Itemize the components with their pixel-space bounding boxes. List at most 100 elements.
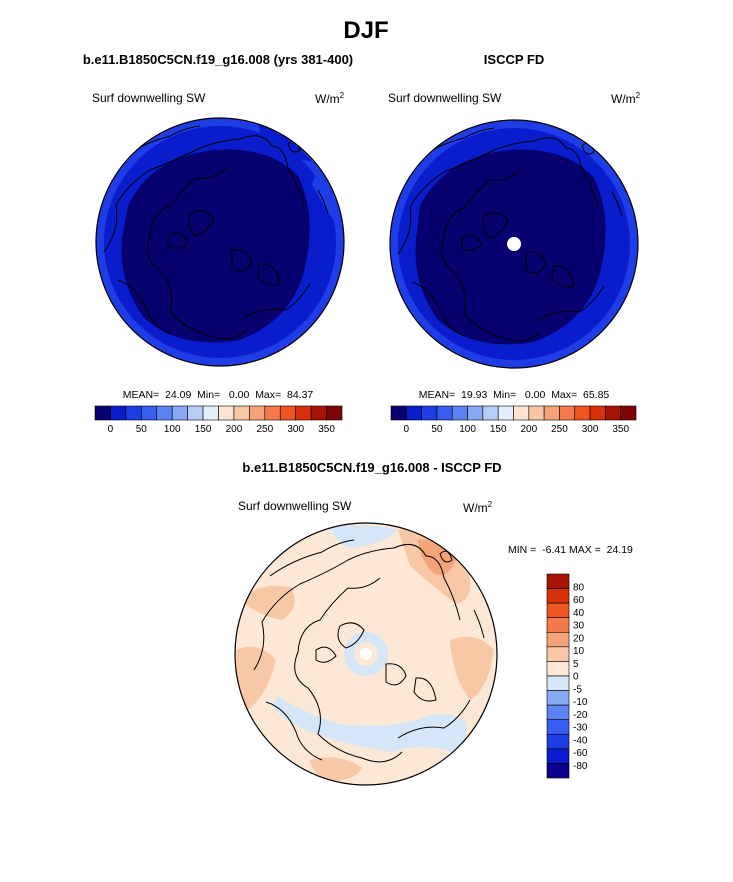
diff-colorbar-box [546, 588, 570, 604]
obs-missing-pole [507, 237, 521, 251]
diff-colorbar-box [546, 748, 570, 764]
model-fill-patch-top [258, 124, 312, 162]
model-colorbar-label: 250 [256, 424, 273, 435]
diff-colorbar-label: -40 [573, 735, 588, 746]
panel-diff-map [235, 523, 497, 785]
diff-colorbar-label: 0 [573, 672, 579, 683]
diff-colorbar-label: 5 [573, 659, 579, 670]
obs-colorbar-box [528, 405, 545, 421]
diff-colorbar-box [546, 690, 570, 706]
obs-colorbar-label: 0 [404, 424, 410, 435]
obs-colorbar-box [421, 405, 438, 421]
diff-colorbar-label: 20 [573, 633, 585, 644]
model-colorbar-box [295, 405, 312, 421]
obs-colorbar-box [497, 405, 514, 421]
model-colorbar-label: 150 [195, 424, 212, 435]
diff-colorbar-box [546, 602, 570, 619]
diff-colorbar-label: 40 [573, 608, 585, 619]
panel-model-units: W/m2 [315, 91, 345, 106]
diff-colorbar-label: -5 [573, 684, 582, 695]
panel-obs-map [390, 120, 638, 368]
figure-title: DJF [343, 17, 388, 44]
diff-colorbar-box [546, 763, 570, 779]
model-colorbar-box [156, 405, 173, 421]
panel-diff-title: b.e11.B1850C5CN.f19_g16.008 - ISCCP FD [242, 460, 501, 475]
diff-fill-patch-ne-strong [418, 539, 456, 576]
diff-colorbar-label: 10 [573, 646, 585, 657]
model-fill-interior [121, 149, 310, 343]
model-map-border [95, 117, 345, 367]
diff-colorbar-box [546, 733, 570, 750]
obs-colorbar-box [390, 405, 407, 421]
diff-colorbar-box [546, 646, 570, 662]
diff-coastlines [253, 539, 485, 763]
diff-fill-patch-s [310, 757, 362, 782]
model-colorbar-box [110, 405, 127, 421]
model-stats: MEAN= 24.09 Min= 0.00 Max= 84.37 [123, 389, 314, 401]
model-colorbar-label: 0 [108, 424, 114, 435]
obs-map-border [389, 119, 639, 369]
model-colorbar-box [171, 405, 188, 421]
panel-diff-variable-label: Surf downwelling SW [238, 499, 352, 513]
obs-colorbar-box [513, 405, 530, 421]
panel-model-map [96, 118, 344, 366]
obs-colorbar-box [605, 405, 621, 421]
diff-colorbar-label: -60 [573, 748, 588, 759]
panel-obs: ISCCP FD Surf downwelling SW W/m2 [388, 52, 641, 435]
panel-obs-variable-label: Surf downwelling SW [388, 91, 502, 105]
diff-colorbar-label: 80 [573, 582, 585, 593]
obs-colorbar: 0 50 100 150 200 250 300 350 [390, 405, 637, 435]
diff-missing-pole [360, 648, 372, 660]
model-colorbar-box [264, 405, 281, 421]
diff-colorbar-label: -10 [573, 697, 588, 708]
model-coastlines [103, 125, 329, 340]
diff-colorbar-label: 30 [573, 621, 585, 632]
diff-map-border [234, 522, 498, 786]
model-colorbar: 0 50 100 150 200 250 300 350 [94, 405, 343, 435]
obs-colorbar-box [543, 405, 560, 421]
obs-colorbar-box [620, 405, 637, 421]
model-colorbar-box [310, 405, 327, 421]
diff-fill-patch-nw [240, 585, 295, 620]
model-colorbar-box [202, 405, 219, 421]
diff-fill-negative-arc [272, 696, 467, 752]
panel-model-title: b.e11.B1850C5CN.f19_g16.008 (yrs 381-400… [83, 52, 353, 67]
obs-colorbar-label: 150 [490, 424, 507, 435]
obs-colorbar-box [406, 405, 422, 421]
model-colorbar-box [141, 405, 158, 421]
obs-colorbar-label: 350 [612, 424, 629, 435]
obs-colorbar-box [482, 405, 499, 421]
diff-colorbar-label: -80 [573, 761, 588, 772]
model-colorbar-box [233, 405, 250, 421]
diff-stats: MIN = -6.41 MAX = 24.19 [508, 544, 633, 556]
model-colorbar-label: 200 [226, 424, 243, 435]
model-colorbar-box [279, 405, 296, 421]
model-colorbar-box [187, 405, 204, 421]
panel-obs-title: ISCCP FD [484, 52, 544, 67]
model-colorbar-box [125, 405, 142, 421]
diff-colorbar-label: 60 [573, 595, 585, 606]
diff-colorbar-box [546, 719, 570, 735]
panel-model: b.e11.B1850C5CN.f19_g16.008 (yrs 381-400… [83, 52, 353, 435]
model-colorbar-box [326, 405, 343, 421]
model-colorbar-label: 50 [136, 424, 148, 435]
obs-colorbar-box [574, 405, 591, 421]
panel-model-variable-label: Surf downwelling SW [92, 91, 206, 105]
obs-colorbar-label: 200 [520, 424, 537, 435]
model-colorbar-label: 300 [287, 424, 304, 435]
diff-colorbar-box [546, 631, 570, 648]
model-colorbar-label: 350 [318, 424, 335, 435]
model-colorbar-box [218, 405, 235, 421]
obs-colorbar-box [589, 405, 606, 421]
panel-obs-units: W/m2 [611, 91, 641, 106]
panel-diff: b.e11.B1850C5CN.f19_g16.008 - ISCCP FD S… [234, 460, 633, 786]
obs-colorbar-box [451, 405, 468, 421]
diff-colorbar-box [546, 617, 570, 633]
diff-colorbar-box [546, 573, 570, 589]
obs-colorbar-label: 50 [431, 424, 443, 435]
diff-colorbar-box [546, 704, 570, 721]
panel-diff-units: W/m2 [463, 500, 493, 515]
diff-colorbar-label: -20 [573, 710, 588, 721]
model-colorbar-box [249, 405, 266, 421]
